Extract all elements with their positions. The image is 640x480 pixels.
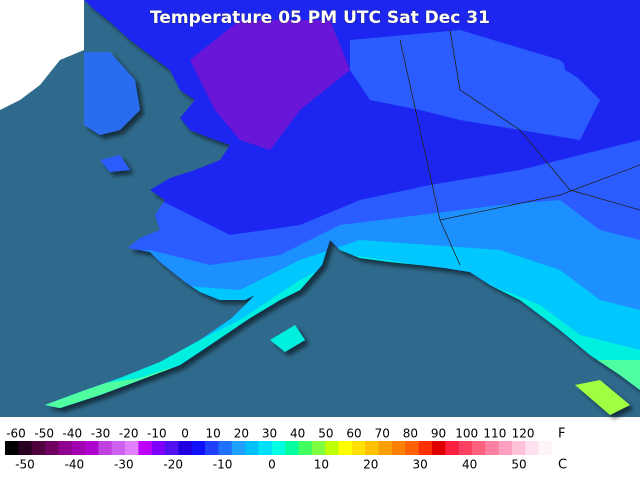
fahrenheit-label: -30 (91, 427, 111, 441)
color-swatch (471, 441, 486, 455)
color-swatch (45, 441, 59, 455)
color-swatch (485, 441, 500, 455)
color-swatch (418, 441, 433, 455)
land-island (575, 380, 630, 415)
celsius-label: 10 (314, 458, 329, 472)
celsius-label: -40 (65, 458, 85, 472)
fahrenheit-label: 20 (234, 427, 249, 441)
color-swatch (165, 441, 179, 455)
fahrenheit-label: 90 (431, 427, 446, 441)
color-swatch (98, 441, 113, 455)
color-swatch (498, 441, 513, 455)
fahrenheit-label: 30 (262, 427, 277, 441)
fahrenheit-label: 80 (403, 427, 418, 441)
map-title: Temperature 05 PM UTC Sat Dec 31 (150, 8, 490, 28)
celsius-label: -30 (114, 458, 134, 472)
color-swatch (138, 441, 153, 455)
fahrenheit-label: -20 (119, 427, 139, 441)
color-swatch (431, 441, 446, 455)
color-swatch (18, 441, 33, 455)
fahrenheit-label: 110 (483, 427, 506, 441)
celsius-label: -50 (15, 458, 35, 472)
unit-fahrenheit: F (558, 427, 565, 442)
color-swatch (445, 441, 460, 455)
color-swatch (31, 441, 46, 455)
fahrenheit-label: -60 (6, 427, 26, 441)
fahrenheit-label: 10 (206, 427, 221, 441)
color-scale (5, 441, 553, 455)
fahrenheit-label: -10 (147, 427, 167, 441)
celsius-label: -20 (163, 458, 183, 472)
fahrenheit-label: 70 (375, 427, 390, 441)
color-swatch (538, 441, 553, 455)
no-data-area (0, 0, 84, 110)
color-swatch (365, 441, 380, 455)
fahrenheit-label: 120 (512, 427, 535, 441)
fahrenheit-label: 50 (318, 427, 333, 441)
fahrenheit-label: 100 (455, 427, 478, 441)
color-swatch (58, 441, 73, 455)
zone-cool (350, 30, 600, 140)
celsius-label: -10 (213, 458, 233, 472)
color-swatch (325, 441, 340, 455)
fahrenheit-label: 40 (290, 427, 305, 441)
celsius-label: 50 (511, 458, 526, 472)
color-swatch (191, 441, 206, 455)
fahrenheit-label: -40 (63, 427, 83, 441)
land-chukotka (84, 52, 140, 135)
unit-celsius: C (558, 458, 567, 473)
color-swatch (405, 441, 420, 455)
fahrenheit-label: 60 (346, 427, 361, 441)
color-swatch (85, 441, 99, 455)
fahrenheit-label: 0 (181, 427, 189, 441)
celsius-label: 20 (363, 458, 378, 472)
color-swatch (285, 441, 300, 455)
celsius-label: 40 (462, 458, 477, 472)
color-swatch (205, 441, 219, 455)
color-swatch (338, 441, 353, 455)
color-swatch (151, 441, 166, 455)
color-swatch (525, 441, 540, 455)
celsius-label: 0 (268, 458, 276, 472)
border-line (449, 29, 640, 211)
color-swatch (231, 441, 246, 455)
color-swatch (271, 441, 286, 455)
celsius-label: 30 (413, 458, 428, 472)
color-swatch (111, 441, 126, 455)
border-line (439, 164, 640, 221)
color-swatch (298, 441, 313, 455)
color-swatch (245, 441, 259, 455)
color-swatch (178, 441, 193, 455)
color-swatch (458, 441, 473, 455)
color-swatch (258, 441, 273, 455)
color-swatch (391, 441, 406, 455)
color-swatch (511, 441, 526, 455)
color-swatch (71, 441, 86, 455)
land-island (270, 325, 305, 352)
color-swatch (311, 441, 326, 455)
color-swatch (125, 441, 139, 455)
color-swatch (378, 441, 393, 455)
fahrenheit-label: -50 (34, 427, 54, 441)
land-island (560, 30, 630, 85)
land-island (100, 155, 130, 172)
zone-coldest (190, 20, 350, 150)
color-swatch (351, 441, 366, 455)
color-swatch (5, 441, 19, 455)
color-swatch (218, 441, 233, 455)
